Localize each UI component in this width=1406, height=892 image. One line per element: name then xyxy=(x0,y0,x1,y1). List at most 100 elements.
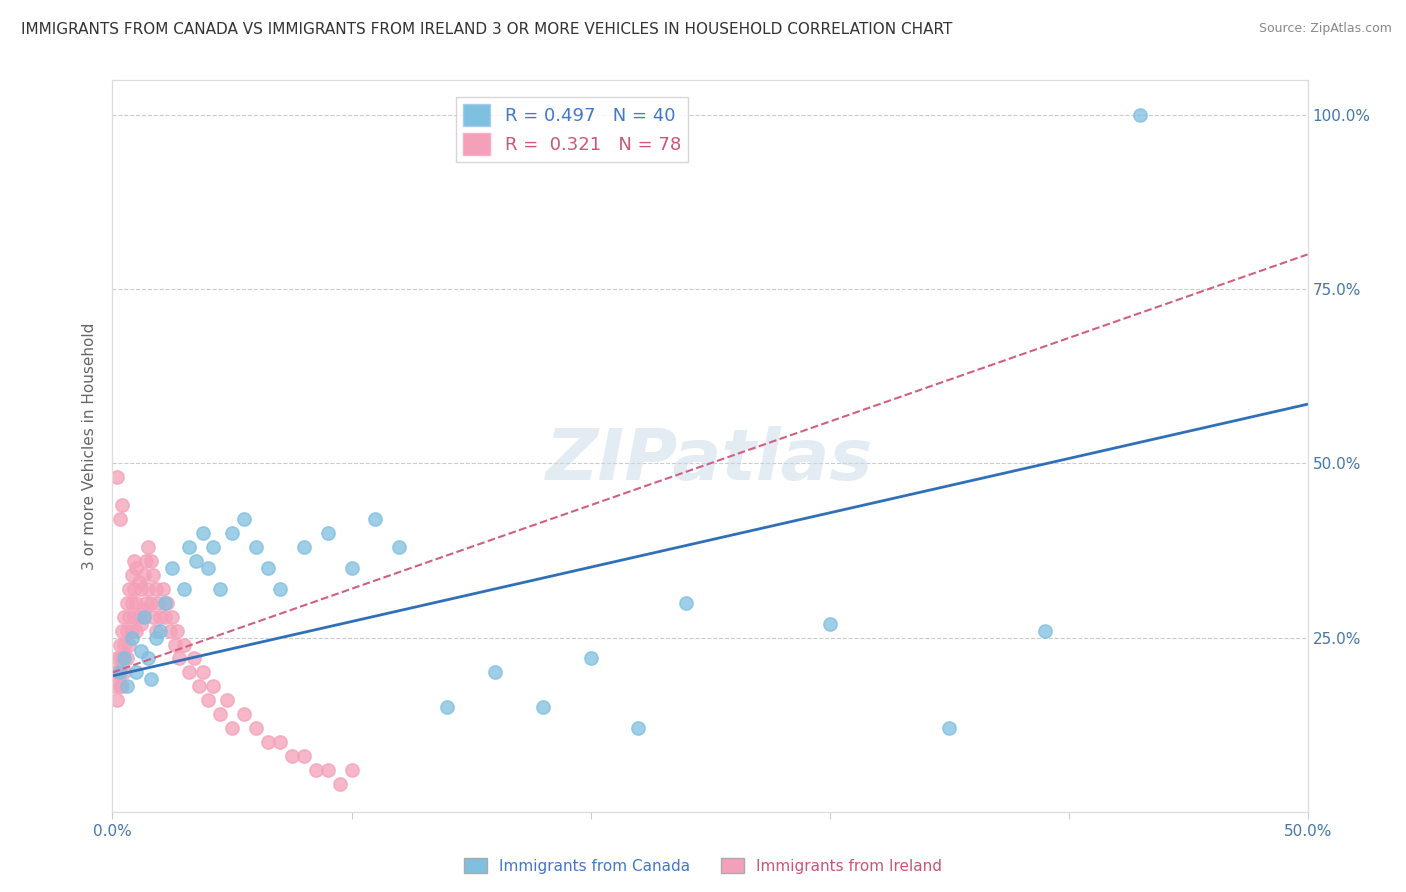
Point xyxy=(125,561,148,575)
Point xyxy=(156,596,179,610)
Text: Source: ZipAtlas.com: Source: ZipAtlas.com xyxy=(1258,22,1392,36)
Point xyxy=(121,624,143,638)
Point xyxy=(105,651,128,665)
Point xyxy=(153,596,176,610)
Point xyxy=(114,609,135,624)
Point xyxy=(152,582,174,596)
Point xyxy=(305,763,328,777)
Point xyxy=(104,665,127,680)
Point xyxy=(122,582,145,596)
Point xyxy=(233,512,256,526)
Point xyxy=(209,707,232,722)
Point xyxy=(104,679,127,693)
Point xyxy=(115,624,138,638)
Point xyxy=(122,554,145,568)
Point xyxy=(221,721,243,735)
Point xyxy=(183,651,205,665)
Point xyxy=(159,624,181,638)
Point xyxy=(388,540,411,554)
Point xyxy=(245,721,267,735)
Point xyxy=(1033,624,1056,638)
Point xyxy=(146,596,169,610)
Point xyxy=(163,638,186,652)
Text: IMMIGRANTS FROM CANADA VS IMMIGRANTS FROM IRELAND 3 OR MORE VEHICLES IN HOUSEHOL: IMMIGRANTS FROM CANADA VS IMMIGRANTS FRO… xyxy=(21,22,952,37)
Point xyxy=(111,498,134,512)
Point xyxy=(115,596,138,610)
Point xyxy=(173,638,195,652)
Point xyxy=(484,665,506,680)
Point xyxy=(173,582,195,596)
Point xyxy=(135,554,157,568)
Point xyxy=(316,763,339,777)
Point xyxy=(121,631,143,645)
Point xyxy=(281,749,304,764)
Point xyxy=(193,526,215,541)
Point xyxy=(118,609,141,624)
Point xyxy=(193,665,215,680)
Y-axis label: 3 or more Vehicles in Household: 3 or more Vehicles in Household xyxy=(82,322,97,570)
Point xyxy=(125,624,148,638)
Point xyxy=(139,673,162,687)
Point xyxy=(153,609,176,624)
Point xyxy=(128,574,150,589)
Point xyxy=(340,561,363,575)
Point xyxy=(269,735,291,749)
Point xyxy=(142,609,165,624)
Point xyxy=(121,596,143,610)
Point xyxy=(135,596,157,610)
Legend: Immigrants from Canada, Immigrants from Ireland: Immigrants from Canada, Immigrants from … xyxy=(458,852,948,880)
Point xyxy=(292,540,315,554)
Point xyxy=(166,624,188,638)
Point xyxy=(162,561,183,575)
Point xyxy=(1129,108,1152,122)
Point xyxy=(169,651,191,665)
Point xyxy=(108,512,131,526)
Point xyxy=(197,561,219,575)
Point xyxy=(108,665,131,680)
Point xyxy=(531,700,554,714)
Point xyxy=(105,470,128,484)
Point xyxy=(257,735,280,749)
Point xyxy=(114,651,135,665)
Point xyxy=(177,665,200,680)
Point xyxy=(125,665,148,680)
Point xyxy=(145,582,167,596)
Point xyxy=(209,582,232,596)
Point xyxy=(186,554,208,568)
Point xyxy=(201,679,224,693)
Point xyxy=(233,707,256,722)
Point xyxy=(129,616,152,631)
Point xyxy=(118,582,141,596)
Point xyxy=(142,567,165,582)
Point xyxy=(627,721,650,735)
Point xyxy=(138,540,160,554)
Point xyxy=(269,582,291,596)
Point xyxy=(149,609,172,624)
Point xyxy=(108,679,131,693)
Point xyxy=(329,777,352,791)
Point xyxy=(105,693,128,707)
Point xyxy=(132,603,155,617)
Point xyxy=(340,763,363,777)
Point xyxy=(128,609,150,624)
Text: ZIPatlas: ZIPatlas xyxy=(547,426,873,495)
Point xyxy=(114,638,135,652)
Point xyxy=(145,624,167,638)
Point xyxy=(115,679,138,693)
Point xyxy=(138,582,160,596)
Point xyxy=(436,700,458,714)
Point xyxy=(108,638,131,652)
Point xyxy=(197,693,219,707)
Point xyxy=(118,638,141,652)
Point xyxy=(292,749,315,764)
Point xyxy=(129,644,152,658)
Point xyxy=(125,596,148,610)
Point xyxy=(675,596,697,610)
Point xyxy=(111,679,134,693)
Point xyxy=(129,582,152,596)
Point xyxy=(114,665,135,680)
Point xyxy=(201,540,224,554)
Point xyxy=(818,616,841,631)
Point xyxy=(122,609,145,624)
Point xyxy=(105,665,128,680)
